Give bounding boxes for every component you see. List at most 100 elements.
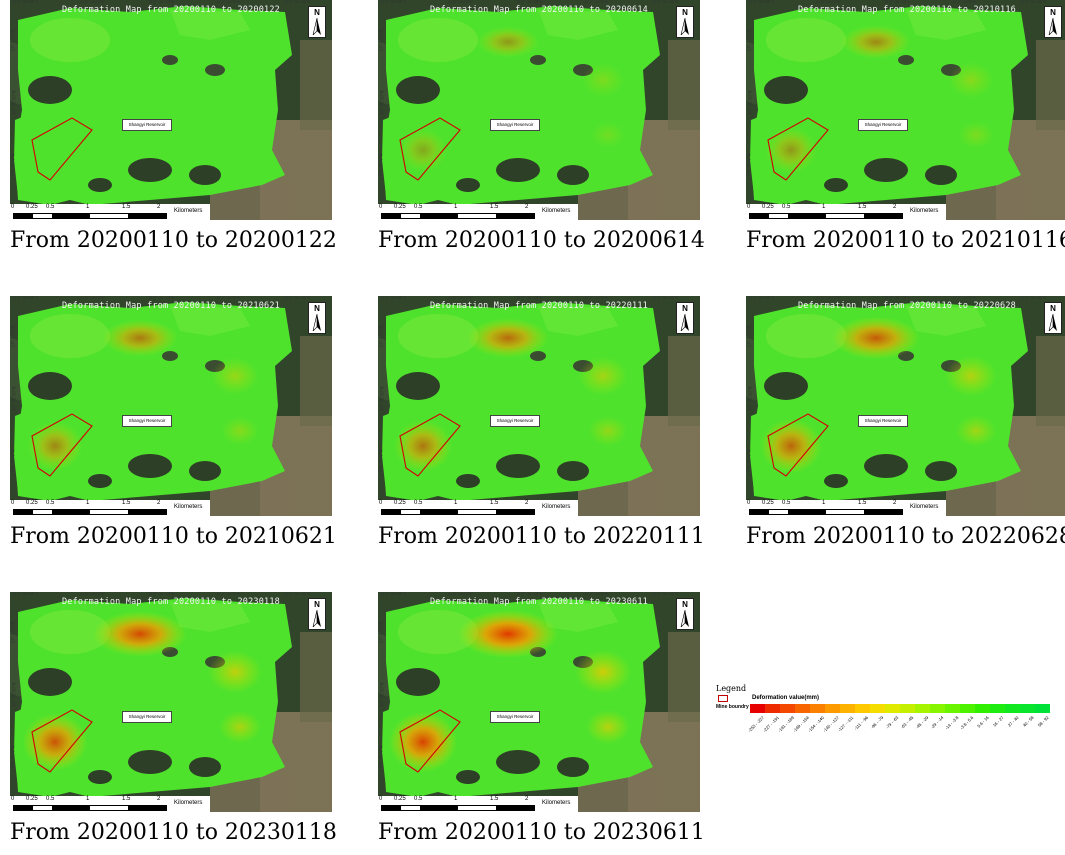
latitude-label: 37° 46'0"N: [378, 745, 384, 768]
latitude-label: 37° 47'0"N: [378, 621, 384, 644]
map-panel: 113° 30'30"E 113° 31'0"E 113° 31'30"E 113° …: [10, 296, 337, 549]
latitude-label: 37° 47'0"N: [378, 325, 384, 348]
scale-tick-label: 1.5: [122, 204, 131, 210]
color-ramp-label: -96 - -79: [869, 715, 885, 730]
scale-tick-label: 1: [86, 796, 90, 802]
mine-boundary: [399, 117, 461, 181]
north-arrow-icon: N: [676, 598, 694, 630]
map-panel: 113° 30'30"E 113° 31'0"E 113° 31'30"E 113° …: [378, 592, 705, 845]
scale-tick-label: 0: [747, 500, 751, 506]
scale-tick-label: 0.25: [762, 204, 774, 210]
longitude-label: 113° 32'30"E: [652, 0, 679, 4]
scale-tick-label: 2: [157, 500, 161, 506]
color-ramp-cell: [1005, 704, 1020, 713]
latitude-label: 37° 46'0"N: [378, 449, 384, 472]
longitude-label: 113° 32'30"E: [1020, 0, 1047, 4]
scale-tick-label: 0.25: [762, 500, 774, 506]
latitude-label: 37° 46'30"N: [379, 386, 385, 411]
latitude-label: 37° 46'0"N: [746, 449, 752, 472]
scale-tick-label: 1.5: [122, 500, 131, 506]
color-ramp-cell: [795, 704, 810, 713]
latitude-label: 37° 47'0"N: [746, 29, 752, 52]
scale-bar: 0 0.25 0.5 1 1.5 2 Kilometers: [746, 500, 946, 516]
scale-tick-label: 1.5: [490, 204, 499, 210]
longitude-label: 113° 32'0"E: [952, 296, 977, 300]
map-title: Deformation Map from 20200110 to 2020012…: [61, 5, 280, 15]
legend-title: Legend: [716, 684, 747, 693]
satellite-basemap: [746, 0, 1065, 220]
scale-bar: 0 0.25 0.5 1 1.5 2 Kilometers: [10, 500, 210, 516]
longitude-label: 113° 30'30"E: [12, 0, 39, 4]
scale-tick-label: 0.25: [26, 204, 38, 210]
reservoir-label: Shangyi Reservoir: [122, 711, 172, 723]
longitude-label: 113° 32'0"E: [216, 0, 241, 4]
color-ramp-label: -14 - -3.8: [943, 715, 960, 731]
color-ramp-label: -111 - -96: [853, 715, 870, 731]
color-ramp-cell: [885, 704, 900, 713]
scale-tick-label: 1.5: [122, 796, 131, 802]
panel-caption: From 20200110 to 20230118: [10, 820, 337, 845]
longitude-label: 113° 31'0"E: [816, 0, 841, 4]
scale-tick-label: 0.5: [46, 796, 55, 802]
scale-tick-label: 1: [454, 204, 458, 210]
scale-tick-label: 0.5: [782, 204, 791, 210]
scale-tick-label: 1.5: [858, 500, 867, 506]
latitude-label: 37° 46'0"N: [746, 153, 752, 176]
north-arrow-icon: N: [676, 302, 694, 334]
longitude-label: 113° 31'0"E: [816, 296, 841, 300]
latitude-label: 37° 46'30"N: [11, 386, 17, 411]
longitude-label: 113° 31'30"E: [148, 592, 175, 596]
longitude-label: 113° 31'30"E: [516, 296, 543, 300]
scale-tick-label: 0.25: [394, 500, 406, 506]
deformation-map: 113° 30'30"E 113° 31'0"E 113° 31'30"E 113° …: [10, 592, 332, 812]
longitude-label: 113° 31'30"E: [884, 0, 911, 4]
longitude-label: 113° 31'30"E: [148, 0, 175, 4]
color-ramp-label: -29 - -14: [929, 715, 945, 730]
scale-bar: 0 0.25 0.5 1 1.5 2 Kilometers: [746, 204, 946, 220]
deformation-map: 113° 30'30"E 113° 31'0"E 113° 31'30"E 113° …: [746, 0, 1065, 220]
longitude-label: 113° 32'0"E: [216, 296, 241, 300]
color-ramp: [750, 704, 1050, 713]
color-ramp-cell: [810, 704, 825, 713]
longitude-label: 113° 32'30"E: [284, 296, 311, 300]
scale-bar: 0 0.25 0.5 1 1.5 2 Kilometers: [378, 500, 578, 516]
scale-tick-label: 1: [822, 204, 826, 210]
map-title: Deformation Map from 20200110 to 2023061…: [429, 597, 648, 607]
map-panel: 113° 30'30"E 113° 31'0"E 113° 31'30"E 113° …: [10, 0, 337, 253]
map-title: Deformation Map from 20200110 to 2021062…: [61, 301, 280, 311]
longitude-label: 113° 32'0"E: [216, 592, 241, 596]
panel-caption: From 20200110 to 20200122: [10, 228, 337, 253]
scale-tick-label: 1.5: [490, 500, 499, 506]
scale-bar: 0 0.25 0.5 1 1.5 2 Kilometers: [378, 796, 578, 812]
map-panel: 113° 30'30"E 113° 31'0"E 113° 31'30"E 113° …: [378, 296, 705, 549]
color-ramp-cell: [930, 704, 945, 713]
map-panel: 113° 30'30"E 113° 31'0"E 113° 31'30"E 113° …: [10, 592, 337, 845]
scale-tick-label: 1: [86, 500, 90, 506]
color-ramp-cell: [765, 704, 780, 713]
longitude-label: 113° 30'30"E: [380, 592, 407, 596]
panel-caption: From 20200110 to 20210621: [10, 524, 337, 549]
color-ramp-cell: [840, 704, 855, 713]
scale-tick-label: 0: [11, 796, 15, 802]
color-ramp-label: 58 - 92: [1036, 715, 1050, 728]
map-panel: 113° 30'30"E 113° 31'0"E 113° 31'30"E 113° …: [746, 0, 1065, 253]
latitude-label: 37° 46'30"N: [747, 386, 753, 411]
longitude-label: 113° 32'0"E: [584, 0, 609, 4]
scale-tick-label: 0.5: [46, 500, 55, 506]
reservoir-label: Shangyi Reservoir: [858, 415, 908, 427]
map-panel: 113° 30'30"E 113° 31'0"E 113° 31'30"E 113° …: [746, 296, 1065, 549]
scale-tick-label: 0: [11, 500, 15, 506]
mine-boundary-swatch: [718, 695, 728, 702]
scale-tick-label: 2: [157, 796, 161, 802]
color-ramp-cell: [1035, 704, 1050, 713]
scale-tick-label: 2: [525, 796, 529, 802]
color-ramp-label: 16 - 27: [991, 715, 1005, 728]
ramp-labels: -253 - -227 -227 - -191 -191 - -169 -169 - …: [747, 715, 1060, 741]
satellite-basemap: [378, 296, 700, 516]
latitude-label: 37° 47'0"N: [746, 325, 752, 348]
color-ramp-label: 27 - 40: [1006, 715, 1020, 728]
latitude-label: 37° 46'0"N: [378, 153, 384, 176]
scale-tick-label: 0.25: [394, 796, 406, 802]
scale-tick-label: 1: [454, 500, 458, 506]
scale-tick-label: 0: [379, 796, 383, 802]
